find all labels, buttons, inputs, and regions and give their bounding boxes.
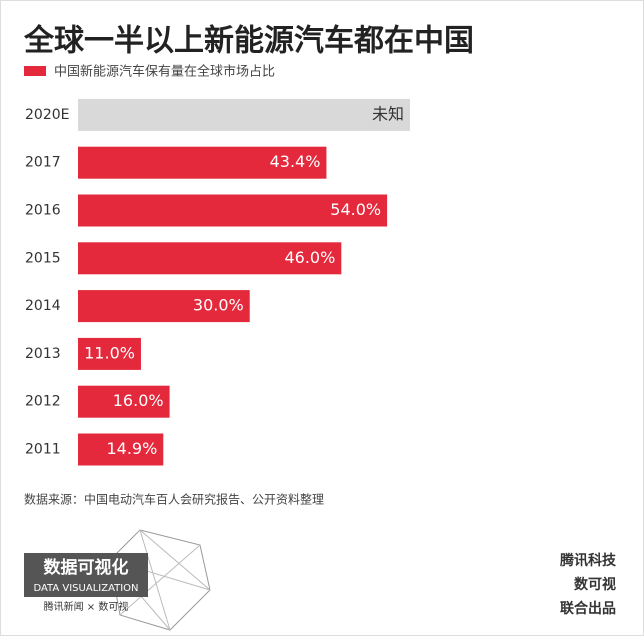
chart-title: 全球一半以上新能源汽车都在中国 bbox=[23, 24, 474, 59]
bar bbox=[78, 433, 164, 466]
credit: 数可视 bbox=[574, 576, 616, 593]
logo-lines bbox=[109, 529, 211, 631]
credit: 腾讯科技 bbox=[560, 552, 617, 569]
bar bbox=[78, 194, 388, 227]
value-label: 11.0% bbox=[84, 343, 135, 362]
y-tick-label: 2011 bbox=[25, 442, 61, 458]
y-tick-label: 2013 bbox=[25, 346, 61, 362]
value-label: 46.0% bbox=[284, 248, 335, 267]
value-label: 43.4% bbox=[270, 152, 321, 171]
legend-label: 中国新能源汽车保有量在全球市场占比 bbox=[54, 64, 275, 80]
value-label: 30.0% bbox=[193, 296, 244, 315]
y-tick-label: 2014 bbox=[25, 298, 61, 314]
bar bbox=[78, 337, 141, 370]
logo-box bbox=[24, 553, 148, 597]
bar bbox=[78, 146, 327, 179]
logo-title: 数据可视化 bbox=[44, 557, 129, 578]
logo-subtitle: DATA VISUALIZATION bbox=[33, 583, 138, 594]
credit: 联合出品 bbox=[560, 600, 616, 617]
y-tick-label: 2016 bbox=[25, 203, 61, 219]
value-label: 16.0% bbox=[113, 391, 164, 410]
y-tick-label: 2017 bbox=[25, 155, 61, 171]
y-tick-label: 2012 bbox=[25, 394, 61, 410]
bar bbox=[78, 385, 170, 418]
logo: 数据可视化 DATA VISUALIZATION 腾讯新闻 × 数可视 bbox=[24, 529, 211, 631]
source: 数据来源：中国电动汽车百人会研究报告、公开资料整理 bbox=[24, 492, 324, 507]
y-tick-label: 2020E bbox=[25, 107, 69, 123]
bar bbox=[78, 290, 250, 323]
value-label: 14.9% bbox=[106, 439, 157, 458]
value-label: 54.0% bbox=[330, 200, 381, 219]
logo-partners: 腾讯新闻 × 数可视 bbox=[44, 600, 129, 613]
y-tick-label: 2015 bbox=[25, 250, 61, 266]
legend-swatch bbox=[24, 66, 46, 76]
value-label: 未知 bbox=[372, 104, 404, 123]
bar bbox=[78, 242, 342, 275]
unknown-bar bbox=[78, 98, 410, 131]
